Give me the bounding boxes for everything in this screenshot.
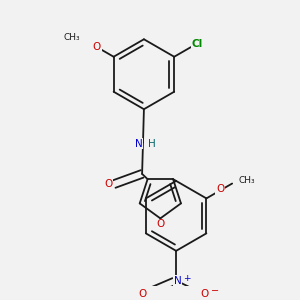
Text: O: O [93,42,101,52]
Text: Cl: Cl [191,39,203,49]
Text: −: − [211,286,219,296]
Text: O: O [156,220,164,230]
Text: O: O [216,184,224,194]
Text: O: O [139,289,147,299]
Text: N: N [135,139,142,149]
Text: O: O [104,179,112,189]
Text: CH₃: CH₃ [238,176,255,184]
Text: CH₃: CH₃ [64,33,80,42]
Text: H: H [148,139,156,149]
Text: N: N [174,276,182,286]
Text: methoxy: methoxy [86,37,93,38]
Text: O: O [201,289,209,299]
Text: +: + [183,274,190,283]
